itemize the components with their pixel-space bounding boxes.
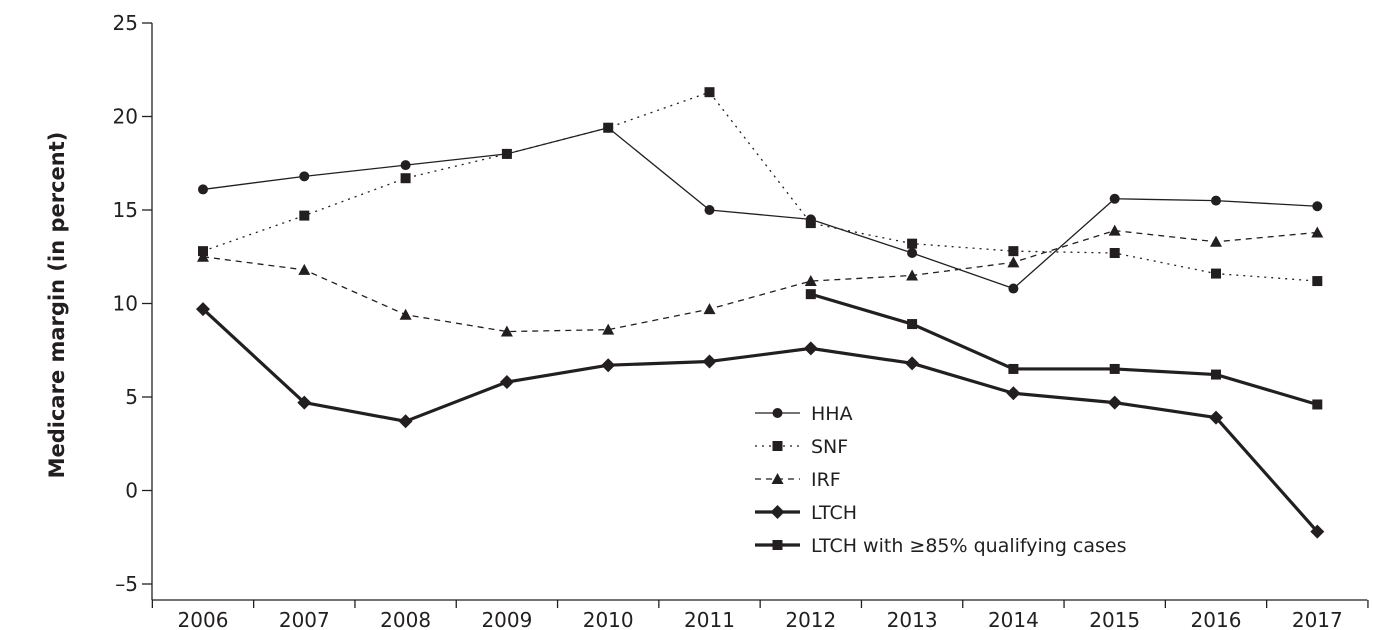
data-point-hha [1312,201,1323,212]
plot-area: –5 0 5 10 15 20 25 2006 2007 2008 2009 2010 2011 2012… [113,11,1369,630]
y-tick-label: 20 [113,105,138,129]
data-point-irf [1007,256,1020,268]
data-point-ltch [601,358,616,373]
data-point-ltch-with-85-qualifying-cases [1008,363,1019,374]
data-point-snf [1211,268,1221,279]
data-point-hha [907,248,918,259]
series-line-hha [202,127,1318,290]
legend-swatch-marker [770,505,785,519]
legend-item-hha: HHA [755,403,853,425]
data-point-ltch [702,354,717,369]
x-tick-label: 2017 [1292,608,1343,630]
data-point-ltch-with-85-qualifying-cases [907,319,918,330]
x-tick-label: 2016 [1191,608,1242,630]
data-point-irf [399,308,412,320]
series-ltch [196,302,1325,539]
data-point-irf [1311,226,1324,238]
data-point-ltch [499,375,514,390]
series-line-ltch-with-85-qualifying-cases [810,292,1318,407]
data-point-ltch [297,395,312,410]
x-tick-label: 2007 [279,608,330,630]
legend-swatch-marker [772,441,783,451]
x-tick-label: 2015 [1089,608,1140,630]
legend-label: SNF [811,436,848,458]
legend: HHA SNF IRF LTCH LTCH with ≥85% qualifying c… [755,403,1127,557]
data-point-ltch [803,341,818,356]
y-tick-label: 5 [125,385,138,409]
data-point-hha [198,184,208,195]
y-tick-label: 10 [113,292,138,316]
data-point-hha [400,160,411,171]
legend-label: HHA [811,403,853,425]
series-line-ltch [201,307,1319,533]
series-snf [198,87,1323,287]
data-point-irf [602,323,615,335]
x-tick-label: 2012 [785,608,836,630]
x-tick-label: 2014 [988,608,1039,630]
data-point-irf [906,269,919,281]
series-line-irf [202,229,1318,333]
data-point-ltch [196,302,210,317]
y-axis-label: Medicare margin (in percent) [45,132,69,479]
data-point-snf [1312,276,1323,287]
series-irf [197,224,1324,337]
x-tick-label: 2010 [583,608,634,630]
legend-item-ltch: LTCH [755,502,857,524]
data-point-irf [804,275,817,287]
series-line-snf [202,91,1318,282]
data-point-snf [805,218,816,229]
data-point-hha [1211,195,1221,206]
data-point-snf [907,238,918,249]
legend-label: IRF [811,469,841,491]
x-tick-label: 2011 [684,608,735,630]
data-point-ltch [398,414,413,429]
data-point-irf [1108,224,1121,236]
data-point-ltch [1209,410,1223,425]
data-point-ltch-with-85-qualifying-cases [805,289,816,300]
data-point-ltch [1006,386,1021,401]
data-point-snf [1008,246,1019,257]
x-tick-label: 2008 [380,608,431,630]
data-point-ltch-with-85-qualifying-cases [1211,369,1221,380]
data-point-ltch-with-85-qualifying-cases [1312,399,1323,410]
data-point-ltch-with-85-qualifying-cases [1109,363,1120,374]
data-point-hha [1008,283,1019,294]
data-point-snf [299,210,310,221]
x-tick-label: 2013 [887,608,938,630]
y-tick-label: 25 [113,11,138,35]
legend-item-ltch-with-85-qualifying-cases: LTCH with ≥85% qualifying cases [755,535,1127,557]
legend-swatch-marker [772,408,783,418]
data-point-snf [704,87,715,98]
x-tick-label: 2006 [178,608,229,630]
data-point-snf [603,122,614,133]
y-tick-label: –5 [115,572,138,596]
data-point-hha [1109,193,1120,204]
x-tick-label: 2009 [481,608,532,630]
data-point-hha [299,171,310,182]
series-ltch-with-85-qualifying-cases [805,289,1323,410]
data-point-snf [400,173,411,184]
legend-label: LTCH with ≥85% qualifying cases [811,535,1127,557]
data-point-ltch [1310,524,1325,539]
y-tick-label: 15 [113,198,138,222]
legend-swatch-marker [771,473,784,484]
series-hha [198,122,1323,294]
data-point-irf [1210,235,1222,247]
legend-item-snf: SNF [755,436,848,458]
data-point-snf [501,148,512,159]
data-point-ltch [1107,395,1122,410]
legend-swatch-marker [772,540,783,550]
data-point-ltch [905,356,920,371]
data-point-irf [197,250,209,262]
data-point-irf [500,325,513,337]
legend-label: LTCH [811,502,857,524]
data-point-snf [1109,248,1120,259]
legend-item-irf: IRF [755,469,841,491]
data-point-hha [704,205,715,215]
y-tick-label: 0 [125,479,138,503]
data-point-irf [703,303,716,315]
data-point-irf [298,263,311,275]
